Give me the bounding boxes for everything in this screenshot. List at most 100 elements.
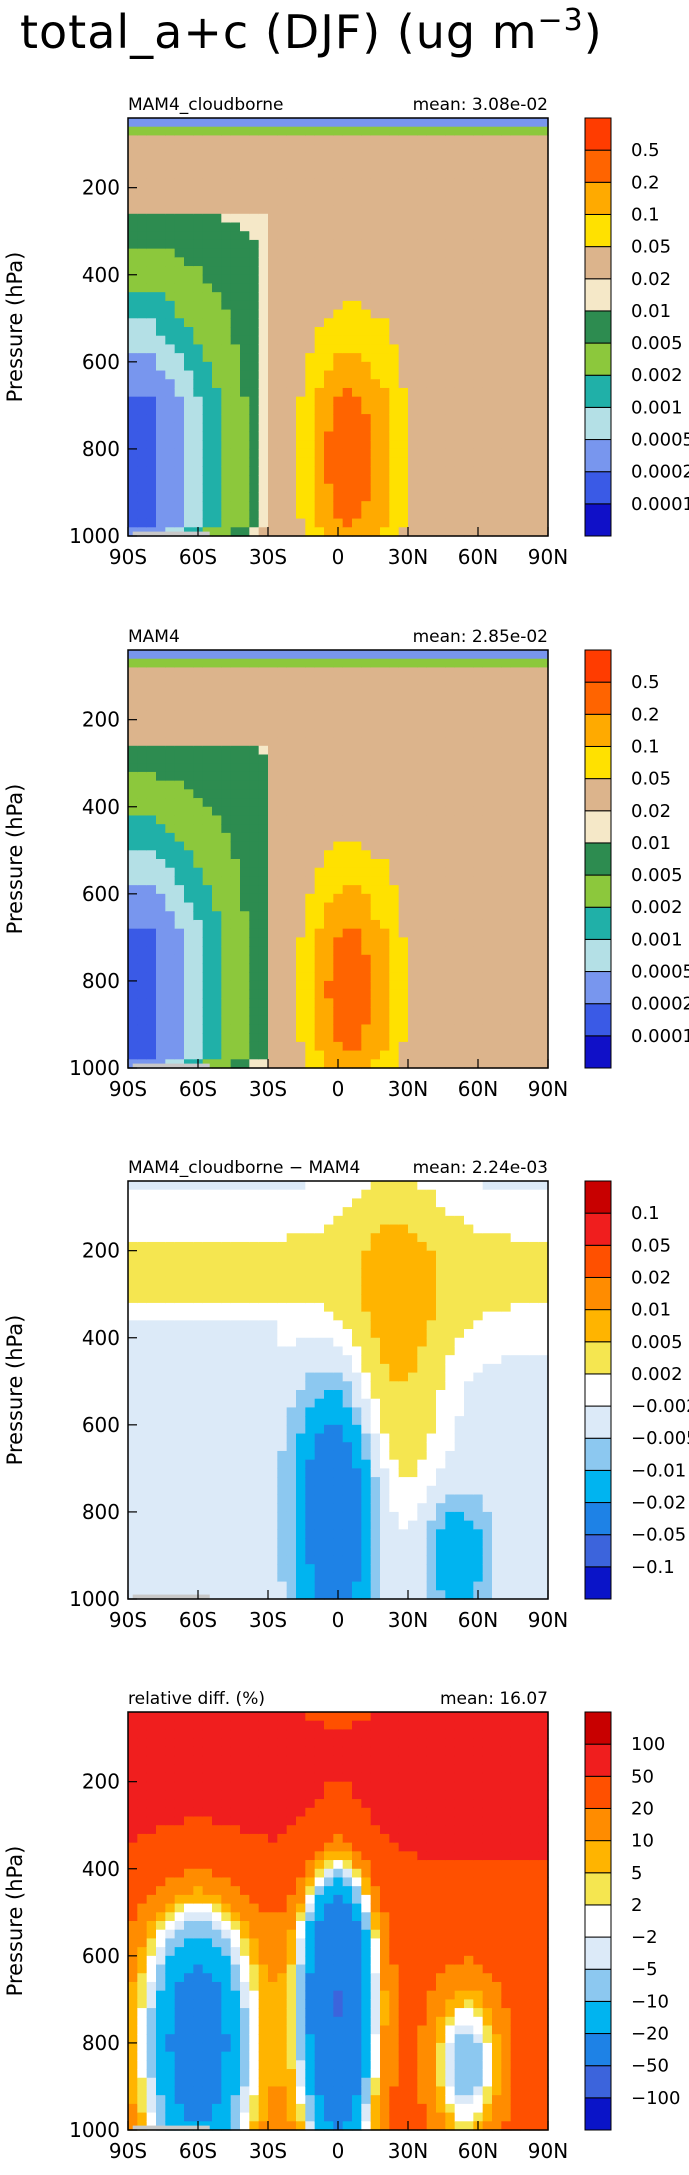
field-cell [184,222,194,232]
field-cell [202,126,213,137]
field-cell [174,231,185,241]
field-cell [492,422,502,433]
field-cell [240,1015,250,1026]
field-cell [230,876,241,886]
field-cell [398,283,409,293]
field-cell [464,946,474,956]
field-cell [501,422,512,433]
field-cell [165,1477,176,1487]
field-cell [137,1033,148,1043]
field-cell [174,693,185,703]
field-cell [473,292,484,302]
field-cell [137,448,148,459]
field-cell [128,928,138,938]
field-cell [193,231,204,241]
field-cell [221,257,232,267]
field-cell [221,667,232,677]
field-cell [286,763,297,773]
field-cell [436,771,446,782]
field-cell [333,475,344,485]
field-cell [221,1433,232,1443]
field-cell [520,170,530,180]
field-cell [212,1581,222,1591]
field-cell [482,928,493,938]
field-cell [538,344,549,354]
field-cell [193,771,204,782]
field-cell [137,213,148,224]
field-cell [212,676,222,686]
field-cell [277,283,288,293]
field-cell [174,1329,185,1339]
field-cell [202,1581,213,1591]
field-cell [482,318,493,328]
field-cell [286,867,297,878]
field-cell [352,1024,362,1034]
field-cell [436,876,446,886]
field-cell [370,448,381,459]
field-cell [146,1511,157,1522]
field-cell [221,832,232,843]
field-cell [538,902,549,912]
field-cell [492,667,502,677]
field-cell [324,763,334,773]
field-cell [165,1485,176,1496]
field-cell [165,1007,176,1017]
field-cell [193,815,204,825]
field-cell [380,859,390,869]
field-cell [249,353,260,363]
field-cell [184,919,194,930]
field-cell [380,126,390,137]
field-cell [258,396,269,406]
colorbar-label: 0.002 [631,365,683,386]
field-cell [221,309,232,319]
field-cell [212,370,222,380]
field-cell [230,859,241,869]
field-cell [333,370,344,380]
field-cell [510,309,521,319]
field-cell [128,257,138,267]
field-cell [314,728,325,738]
field-cell [128,1233,138,1243]
field-cell [454,771,465,782]
field-cell [398,414,409,424]
field-cell [268,239,278,250]
field-cell [174,1520,185,1530]
field-cell [352,937,362,947]
field-cell [464,213,474,224]
field-cell [492,414,502,424]
field-cell [520,693,530,703]
field-cell [156,1424,166,1435]
field-cell [202,1546,213,1557]
field-cell [426,972,437,982]
field-cell [473,187,484,197]
colorbar-label: 0.5 [631,672,660,693]
field-cell [221,710,232,721]
field-cell [492,457,502,467]
field-cell [324,989,334,999]
field-cell [324,832,334,843]
field-cell [212,1538,222,1548]
field-cell [212,832,222,843]
field-cell [146,815,157,825]
field-cell [352,387,362,398]
field-cell [464,335,474,346]
field-cell [156,300,166,311]
field-cell [212,876,222,886]
field-cell [380,135,390,145]
field-cell [361,379,372,389]
field-cell [165,1433,176,1443]
field-cell [436,501,446,511]
field-cell [370,222,381,232]
field-cell [454,1059,465,1069]
field-cell [510,126,521,137]
field-cell [482,824,493,834]
field-cell [202,1424,213,1435]
field-cell [305,387,316,398]
field-cell [342,353,353,363]
field-cell [370,989,381,999]
field-cell [538,518,549,528]
colorbar-label: 0.001 [631,397,683,418]
field-cell [249,283,260,293]
field-cell [146,178,157,189]
field-cell [296,1041,306,1052]
